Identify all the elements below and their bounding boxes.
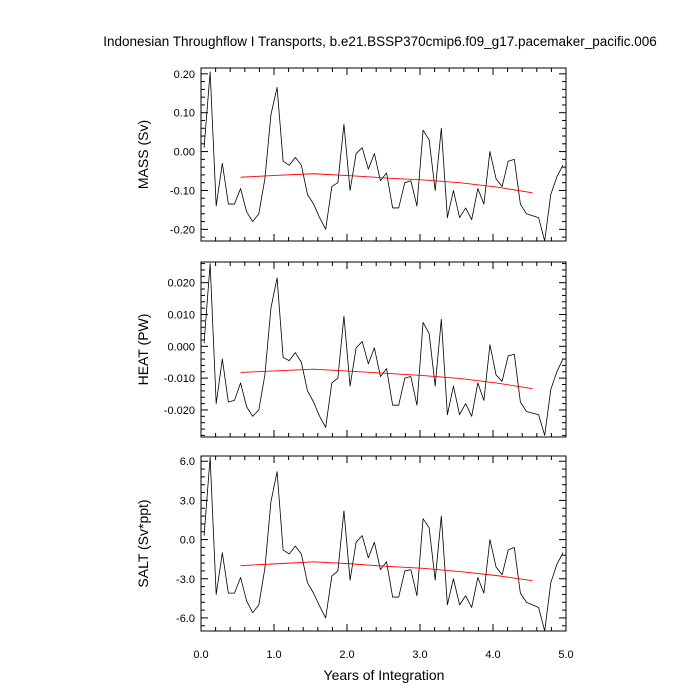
y-tick-label: 0.0 (180, 535, 195, 547)
panel-mass-frame (200, 67, 567, 242)
x-tick-label: 0.0 (193, 649, 208, 661)
x-tick-label: 2.0 (339, 649, 354, 661)
panel-heat-frame (200, 261, 567, 438)
y-tick-label: 0.20 (174, 69, 195, 81)
panel-heat: 0.020 0.010 0.000 -0.010 -0.020 HEAT (PW) (135, 261, 567, 438)
y-tick-label: 0.10 (174, 108, 195, 120)
y-tick-label: -0.20 (170, 224, 195, 236)
x-tick-label: 4.0 (485, 649, 500, 661)
y-tick-label: -0.010 (164, 373, 195, 385)
heat-monthly-line (203, 263, 564, 436)
y-axis-label-heat: HEAT (PW) (135, 314, 151, 386)
y-tick-label: 0.020 (167, 278, 195, 290)
heat-trend-line (240, 368, 533, 390)
panel-salt-frame (200, 455, 567, 632)
x-axis-label: Years of Integration (324, 667, 445, 683)
y-tick-label: -0.10 (170, 185, 195, 197)
x-tick-label: 5.0 (558, 649, 573, 661)
y-tick-label: 6.0 (180, 456, 195, 468)
y-tick-label: 0.000 (167, 341, 195, 353)
y-axis-label-salt: SALT (Sv*ppt) (135, 499, 151, 587)
panel-salt: 6.0 3.0 0.0 -3.0 -6.0 SALT (Sv*ppt) 0.0 1.0 2.0 3… (135, 455, 574, 661)
y-tick-label: -6.0 (176, 613, 195, 625)
salt-trend-line (240, 561, 533, 582)
y-tick-label: 3.0 (180, 495, 195, 507)
y-axis-label-mass: MASS (Sv) (135, 120, 151, 189)
mass-monthly-line (203, 71, 564, 242)
panel-mass: 0.20 0.10 0.00 -0.10 -0.20 MASS (Sv) (135, 67, 567, 242)
x-tick-label: 1.0 (266, 649, 281, 661)
y-tick-label: 0.00 (174, 147, 195, 159)
y-tick-label: -3.0 (176, 574, 195, 586)
mass-trend-line (240, 173, 533, 194)
y-tick-label: 0.010 (167, 310, 195, 322)
x-tick-label: 3.0 (412, 649, 427, 661)
y-tick-label: -0.020 (164, 405, 195, 417)
chart-title: Indonesian Throughflow I Transports, b.e… (103, 34, 657, 49)
